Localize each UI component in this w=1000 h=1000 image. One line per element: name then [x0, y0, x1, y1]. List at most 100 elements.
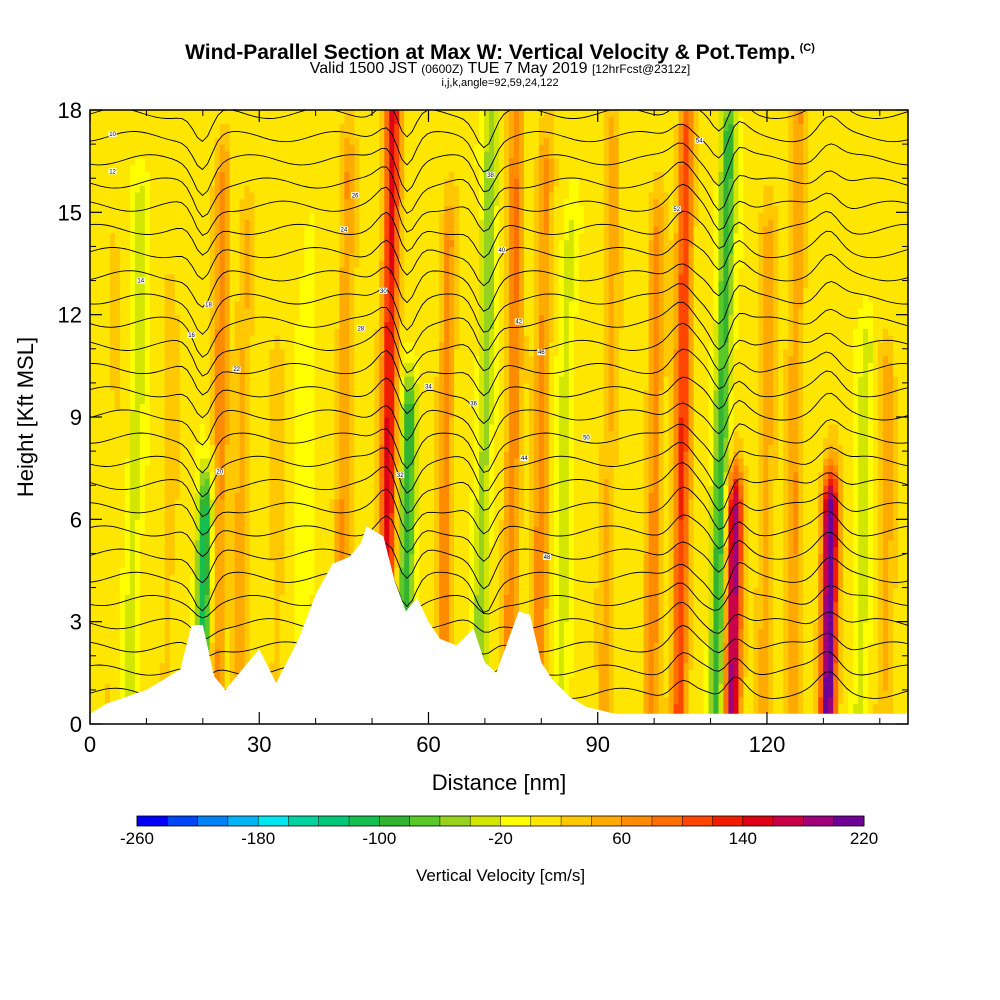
heatmap-cell	[189, 560, 196, 568]
heatmap-cell	[568, 573, 575, 582]
heatmap-cell	[558, 532, 565, 541]
heatmap-cell	[90, 526, 96, 534]
heatmap-cell	[718, 608, 725, 616]
heatmap-cell	[329, 532, 335, 541]
heatmap-cell	[643, 696, 650, 705]
heatmap-cell	[758, 601, 764, 609]
heatmap-cell	[808, 573, 814, 582]
heatmap-cell	[169, 642, 176, 650]
heatmap-cell	[244, 553, 251, 561]
heatmap-cell	[868, 703, 874, 711]
heatmap-cell	[109, 519, 116, 527]
heatmap-cell	[229, 608, 236, 616]
heatmap-cell	[444, 560, 450, 568]
heatmap-cell	[823, 526, 829, 534]
heatmap-cell	[798, 526, 804, 534]
heatmap-cell	[673, 608, 680, 616]
heatmap-cell	[179, 512, 186, 520]
heatmap-cell	[578, 594, 585, 602]
heatmap-cell	[503, 621, 510, 630]
heatmap-cell	[703, 601, 710, 609]
heatmap-cell	[449, 546, 455, 555]
heatmap-cell	[119, 539, 126, 548]
heatmap-cell	[199, 601, 206, 609]
heatmap-cell	[169, 662, 176, 671]
heatmap-cell	[638, 621, 645, 630]
heatmap-cell	[613, 683, 620, 691]
heatmap-cell	[823, 648, 829, 657]
heatmap-cell	[608, 614, 615, 623]
heatmap-cell	[693, 614, 700, 623]
heatmap-cell	[269, 560, 276, 568]
heatmap-cell	[688, 648, 695, 657]
heatmap-cell	[593, 519, 600, 527]
heatmap-cell	[154, 526, 161, 534]
heatmap-cell	[439, 608, 445, 616]
heatmap-cell	[124, 519, 131, 527]
heatmap-cell	[673, 526, 680, 534]
heatmap-cell	[414, 512, 420, 520]
heatmap-cell	[573, 519, 580, 527]
heatmap-cell	[658, 608, 665, 616]
heatmap-cell	[893, 539, 899, 548]
heatmap-cell	[429, 608, 435, 616]
heatmap-cell	[638, 642, 645, 650]
heatmap-cell	[99, 642, 106, 650]
heatmap-cell	[374, 519, 380, 527]
heatmap-cell	[793, 553, 799, 561]
heatmap-cell	[858, 621, 864, 630]
heatmap-cell	[99, 519, 106, 527]
heatmap-cell	[119, 662, 126, 671]
heatmap-cell	[523, 580, 530, 589]
heatmap-cell	[863, 573, 869, 582]
heatmap-cell	[723, 635, 730, 643]
heatmap-cell	[553, 553, 560, 561]
heatmap-cell	[394, 512, 400, 520]
heatmap-cell	[588, 560, 595, 568]
heatmap-cell	[653, 526, 660, 534]
heatmap-cell	[563, 648, 570, 657]
heatmap-cell	[533, 635, 540, 643]
heatmap-cell	[698, 676, 705, 684]
heatmap-cell	[424, 580, 430, 589]
heatmap-cell	[633, 676, 640, 684]
heatmap-cell	[598, 539, 605, 548]
heatmap-cell	[833, 703, 839, 711]
heatmap-cell	[99, 648, 106, 657]
heatmap-cell	[628, 621, 635, 630]
heatmap-cell	[903, 594, 908, 602]
heatmap-cell	[728, 573, 735, 582]
heatmap-cell	[459, 587, 465, 595]
heatmap-cell	[863, 696, 869, 705]
heatmap-cell	[314, 532, 321, 541]
heatmap-cell	[159, 601, 166, 609]
heatmap-cell	[144, 594, 151, 602]
heatmap-cell	[833, 648, 839, 657]
heatmap-cell	[269, 519, 276, 527]
heatmap-cell	[573, 546, 580, 555]
heatmap-cell	[833, 560, 839, 568]
heatmap-cell	[319, 546, 326, 555]
heatmap-cell	[239, 580, 246, 589]
heatmap-cell	[733, 608, 740, 616]
heatmap-cell	[164, 662, 171, 671]
heatmap-cell	[713, 642, 720, 650]
heatmap-cell	[444, 608, 450, 616]
heatmap-cell	[209, 567, 216, 575]
heatmap-cell	[114, 567, 121, 575]
heatmap-cell	[144, 628, 151, 636]
heatmap-cell	[114, 628, 121, 636]
heatmap-cell	[743, 614, 749, 623]
heatmap-cell	[274, 608, 281, 616]
heatmap-cell	[169, 594, 176, 602]
heatmap-cell	[149, 512, 156, 520]
heatmap-cell	[618, 628, 625, 636]
heatmap-cell	[873, 587, 879, 595]
heatmap-cell	[898, 519, 904, 527]
heatmap-cell	[159, 526, 166, 534]
heatmap-cell	[274, 553, 281, 561]
heatmap-cell	[144, 662, 151, 671]
heatmap-cell	[703, 696, 710, 705]
heatmap-cell	[434, 608, 440, 616]
heatmap-cell	[119, 580, 126, 589]
